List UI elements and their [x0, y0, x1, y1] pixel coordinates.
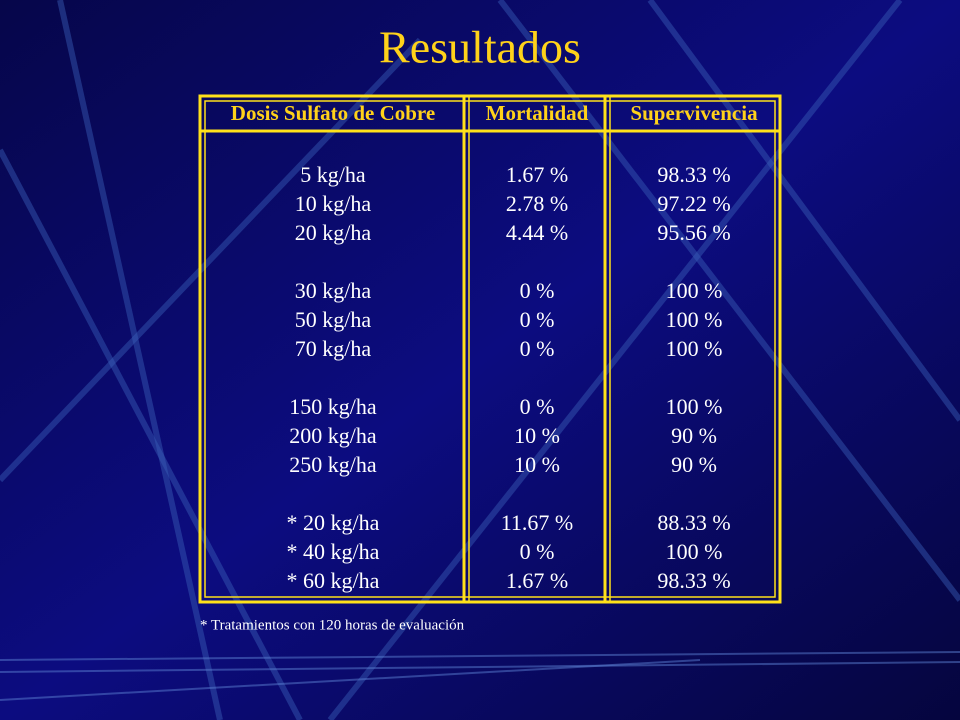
table-cell: 100 %	[666, 307, 723, 332]
table-cell: 30 kg/ha	[295, 278, 372, 303]
table-cell: 2.78 %	[506, 191, 568, 216]
table-cell: 98.33 %	[657, 568, 730, 593]
table-cell: 100 %	[666, 394, 723, 419]
table-cell: 0 %	[520, 394, 555, 419]
bottom-lines	[0, 651, 960, 701]
table-cell: * 40 kg/ha	[287, 539, 380, 564]
table-cell: 97.22 %	[657, 191, 730, 216]
table-cell: 150 kg/ha	[289, 394, 377, 419]
table-cell: 0 %	[520, 336, 555, 361]
table-cell: 0 %	[520, 539, 555, 564]
table-cell: 95.56 %	[657, 220, 730, 245]
title: Resultados	[379, 22, 581, 73]
table-cell: 200 kg/ha	[289, 423, 377, 448]
table-cell: 100 %	[666, 336, 723, 361]
table-cell: 5 kg/ha	[300, 162, 366, 187]
table-cell: 100 %	[666, 539, 723, 564]
table-cell: 70 kg/ha	[295, 336, 372, 361]
table-cell: 20 kg/ha	[295, 220, 372, 245]
table-cell: 90 %	[671, 423, 717, 448]
table-frame	[198, 94, 782, 604]
table-cell: 88.33 %	[657, 510, 730, 535]
table-cell: * 60 kg/ha	[287, 568, 380, 593]
table-cell: 1.67 %	[506, 568, 568, 593]
table-cell: 10 %	[514, 423, 560, 448]
table-cell: 90 %	[671, 452, 717, 477]
table-cell: 10 kg/ha	[295, 191, 372, 216]
table-cell: 10 %	[514, 452, 560, 477]
column-header: Mortalidad	[486, 101, 589, 125]
table-cell: 1.67 %	[506, 162, 568, 187]
table-cell: 50 kg/ha	[295, 307, 372, 332]
table-cell: * 20 kg/ha	[287, 510, 380, 535]
footnote: * Tratamientos con 120 horas de evaluaci…	[200, 617, 465, 633]
table-cell: 98.33 %	[657, 162, 730, 187]
table-cell: 0 %	[520, 278, 555, 303]
table-cell: 250 kg/ha	[289, 452, 377, 477]
column-header: Dosis Sulfato de Cobre	[231, 101, 435, 125]
table-cell: 0 %	[520, 307, 555, 332]
table-cell: 100 %	[666, 278, 723, 303]
table-cell: 11.67 %	[501, 510, 574, 535]
column-header: Supervivencia	[630, 101, 758, 125]
table-cell: 4.44 %	[506, 220, 568, 245]
